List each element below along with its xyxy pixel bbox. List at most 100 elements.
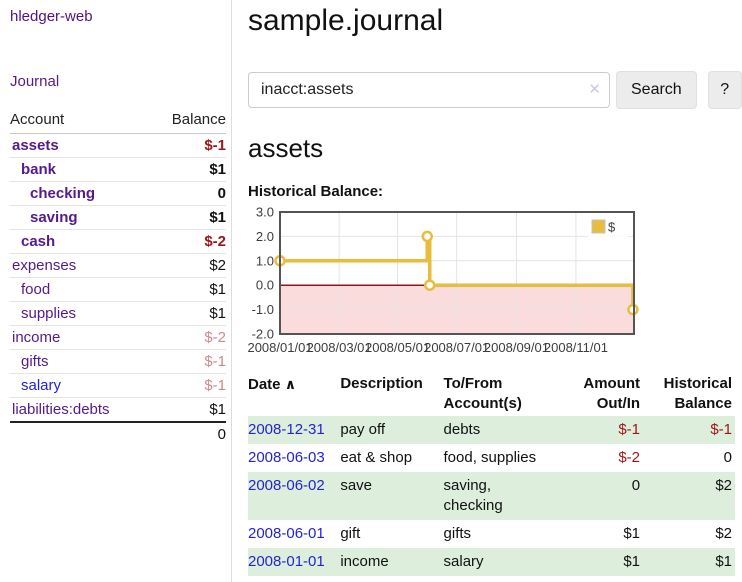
transaction-amount: $1 [553,548,641,576]
historical-balance-chart: 3.0 2.0 1.0 0.0 -1.0 -2.02008/01/012008/03/01… [247,205,639,355]
account-balance: $-2 [149,325,226,350]
transaction-date-link[interactable]: 2008-01-01 [248,553,325,570]
account-balance: $1 [149,205,226,230]
col-header-balance: Historical Balance [663,375,732,412]
account-row: checking 0 [10,181,226,206]
account-link-supplies[interactable]: supplies [21,305,77,322]
col-header-date[interactable]: Date ∧ [248,376,297,393]
account-row: bank $1 [10,157,226,182]
svg-text:2008/11/01: 2008/11/01 [544,340,608,355]
svg-text:1.0: 1.0 [256,253,274,268]
transaction-row: 2008-12-31 pay off debts $-1 $-1 [248,416,735,444]
transaction-balance: $1 [640,548,735,576]
account-balance: 0 [149,181,226,206]
transactions-header-row: Date ∧ Description To/From Account(s) Am… [248,372,735,416]
search-input[interactable] [248,72,610,108]
account-balance: $1 [149,397,226,423]
account-link-salary[interactable]: salary [21,377,62,394]
account-link-liabilities-debts[interactable]: liabilities:debts [12,401,110,418]
accounts-table: Account Balance assets $-1 bank $1 check… [10,107,226,446]
app-brand: hledger-web [10,8,225,26]
search-box: ✕ [248,72,610,108]
transaction-accounts: salary [443,548,554,576]
account-balance: $-1 [149,349,226,374]
account-link-saving[interactable]: saving [30,209,78,226]
svg-text:2008/05/01: 2008/05/01 [365,340,430,355]
transaction-row: 2008-01-01 income salary $1 $1 [248,548,735,576]
account-link-cash[interactable]: cash [21,233,56,250]
transaction-description: income [340,548,444,576]
transaction-description: pay off [340,416,444,444]
account-row: saving $1 [10,205,226,230]
transaction-amount: $-2 [618,449,641,466]
account-balance: $-1 [149,133,226,158]
transaction-row: 2008-06-03 eat & shop food, supplies $-2… [248,444,735,472]
transaction-date-link[interactable]: 2008-06-01 [248,525,325,542]
search-button[interactable]: Search [616,71,697,109]
transaction-description: gift [340,525,361,542]
transaction-date-link[interactable]: 2008-06-02 [248,477,325,494]
account-balance: $-1 [149,373,226,398]
transaction-description: eat & shop [340,449,413,466]
account-row: cash $-2 [10,229,226,254]
accounts-header-account: Account [10,107,150,134]
page-title: sample.journal [248,4,444,37]
col-header-description: Description [340,375,423,392]
transaction-date-link[interactable]: 2008-06-03 [248,449,325,466]
account-row: food $1 [10,277,226,302]
accounts-total: 0 [149,421,226,446]
account-row: supplies $1 [10,301,226,326]
brand-link[interactable]: hledger-web [10,8,93,25]
sort-ascending-icon: ∧ [284,376,297,392]
account-link-income[interactable]: income [12,329,61,346]
account-row: salary $-1 [10,373,226,398]
transaction-description: save [340,472,444,520]
clear-search-icon[interactable]: ✕ [588,81,601,98]
transaction-balance: 0 [723,449,732,466]
account-balance: $1 [149,157,226,182]
transaction-balance: $2 [640,472,735,520]
sidebar: hledger-web Journal Account Balance asse… [0,0,232,582]
transaction-accounts: debts [443,416,554,444]
svg-text:2008/01/01: 2008/01/01 [247,340,312,355]
svg-text:-2.0: -2.0 [252,327,274,342]
transactions-table: Date ∧ Description To/From Account(s) Am… [248,372,735,576]
account-row: income $-2 [10,325,226,350]
account-row: liabilities:debts $1 [10,397,226,423]
transaction-accounts: food, supplies [443,449,537,466]
transaction-amount: 0 [553,472,641,520]
transaction-row: 2008-06-01 gift gifts $1 $2 [248,520,735,548]
svg-text:3.0: 3.0 [256,205,274,220]
account-link-bank[interactable]: bank [21,161,57,178]
transaction-date-link[interactable]: 2008-12-31 [248,421,325,438]
account-balance: $1 [149,301,226,326]
account-row: expenses $2 [10,253,226,278]
svg-text:0.0: 0.0 [256,278,274,293]
accounts-header-balance: Balance [149,107,226,134]
account-balance: $2 [149,253,226,278]
transaction-accounts: gifts [443,525,472,542]
svg-text:2008/09/01: 2008/09/01 [484,340,549,355]
search-form: ✕ Search ? [248,71,742,109]
accounts-total-row: 0 [10,421,226,446]
help-button[interactable]: ? [707,71,742,109]
transaction-accounts: saving, checking [443,472,554,520]
account-link-assets[interactable]: assets [12,137,59,154]
account-row: gifts $-1 [10,349,226,374]
account-link-food[interactable]: food [21,281,51,298]
account-balance: $-2 [149,229,226,254]
account-balance: $1 [149,277,226,302]
transaction-amount: $1 [623,525,641,542]
svg-text:-1.0: -1.0 [252,302,274,317]
sidebar-item-journal[interactable]: Journal [10,73,60,90]
account-link-gifts[interactable]: gifts [21,353,49,370]
account-link-checking[interactable]: checking [30,185,96,202]
chart-title: Historical Balance: [248,183,384,200]
sidebar-nav: Journal [10,73,225,91]
account-link-expenses[interactable]: expenses [12,257,77,274]
col-header-accounts: To/From Account(s) [443,375,522,412]
svg-text:$: $ [608,220,616,235]
svg-text:2008/03/01: 2008/03/01 [307,340,372,355]
main-content: sample.journal ✕ Search ? assets Histori… [247,0,742,576]
